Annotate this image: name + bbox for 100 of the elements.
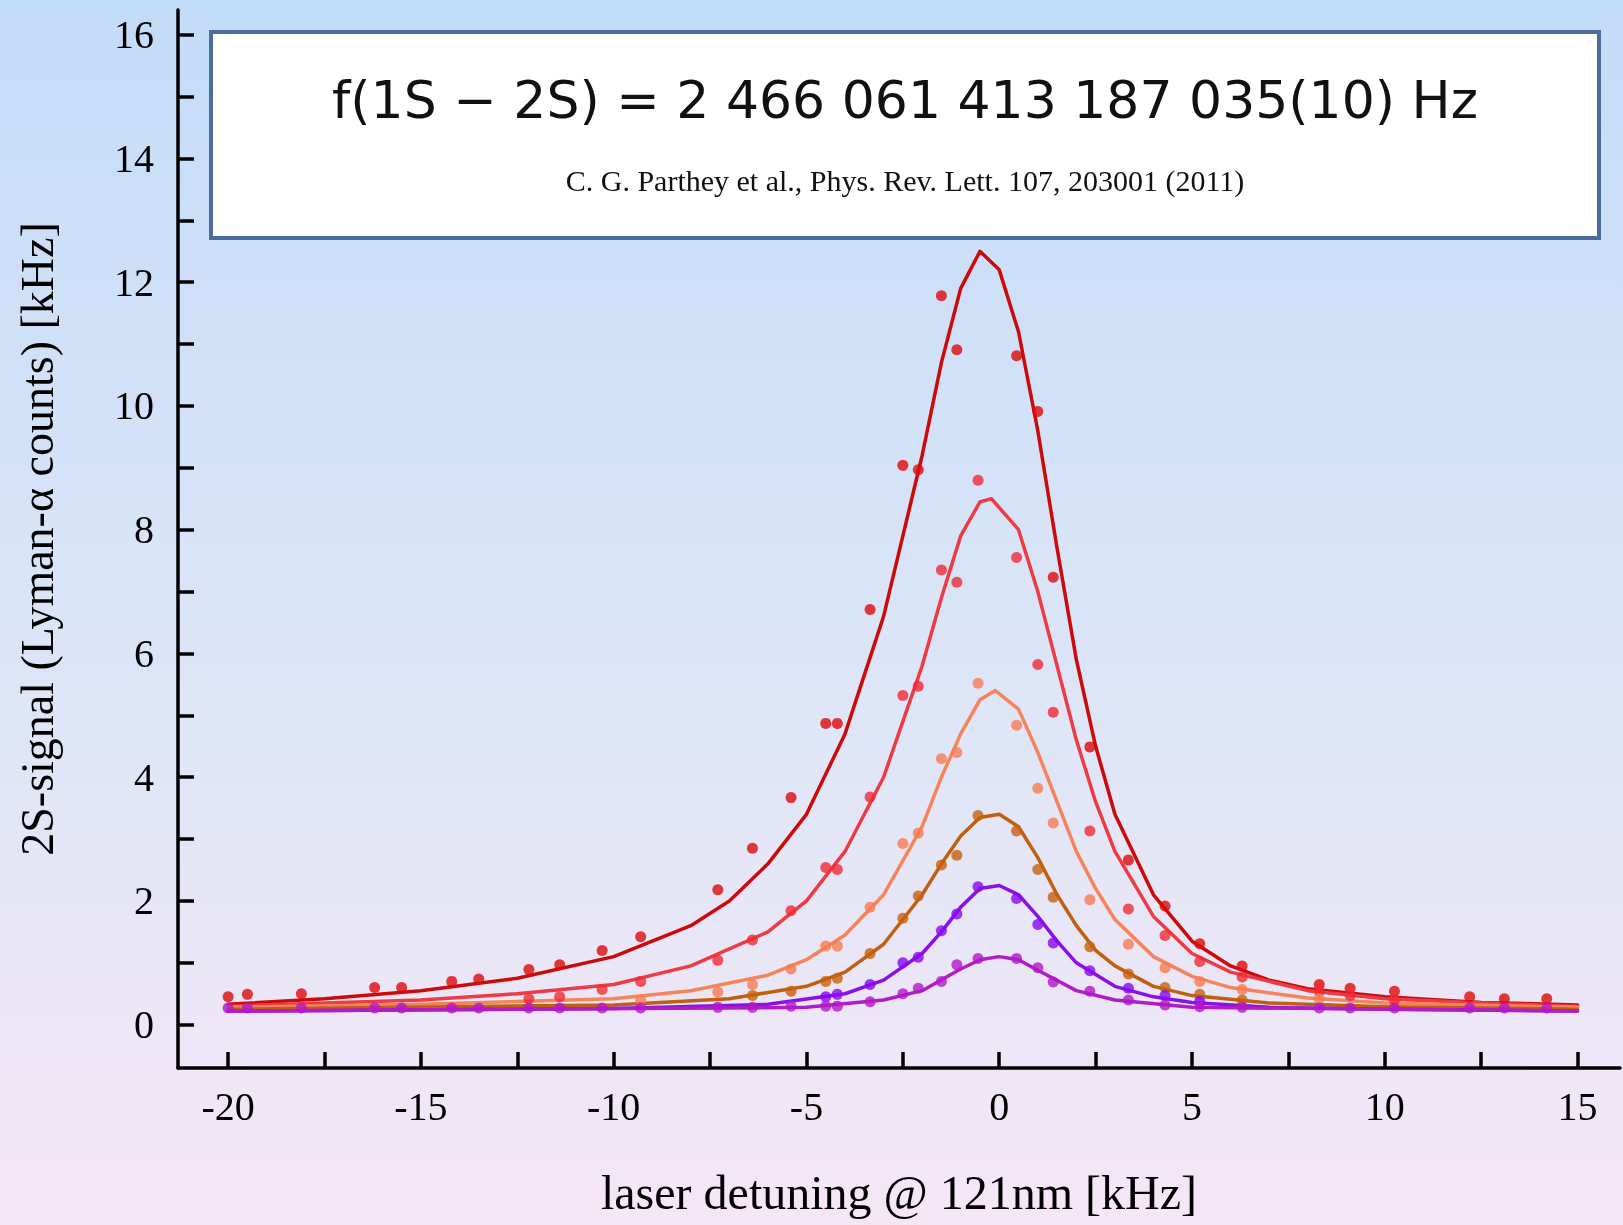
point xyxy=(1047,891,1059,903)
point xyxy=(596,944,608,956)
point xyxy=(831,940,843,952)
point xyxy=(1032,918,1044,930)
point xyxy=(554,959,566,971)
point xyxy=(1194,938,1206,950)
point xyxy=(864,791,876,803)
point xyxy=(935,925,947,937)
point xyxy=(897,957,909,969)
y-tick-label: 12 xyxy=(114,259,154,305)
point xyxy=(596,983,608,995)
point xyxy=(295,988,307,1000)
point xyxy=(1122,994,1134,1006)
y-tick-label: 10 xyxy=(114,383,154,429)
point xyxy=(523,1002,535,1014)
point xyxy=(1032,406,1044,418)
y-tick-label: 0 xyxy=(134,1002,154,1048)
point xyxy=(864,604,876,616)
y-tick-label: 2 xyxy=(134,878,154,924)
point xyxy=(912,464,924,476)
point xyxy=(912,890,924,902)
point xyxy=(935,753,947,765)
point xyxy=(1084,741,1096,753)
point xyxy=(951,344,963,356)
point xyxy=(785,905,797,917)
point xyxy=(523,993,535,1005)
point xyxy=(897,912,909,924)
point xyxy=(831,863,843,875)
point xyxy=(1194,975,1206,987)
point xyxy=(831,988,843,1000)
point xyxy=(935,564,947,576)
point xyxy=(1159,990,1171,1002)
point xyxy=(831,972,843,984)
point xyxy=(635,975,647,987)
point xyxy=(747,990,758,1002)
point xyxy=(747,978,758,990)
x-tick-label: 15 xyxy=(1557,1083,1598,1129)
point xyxy=(972,474,984,486)
x-tick-label: 10 xyxy=(1364,1083,1405,1129)
point xyxy=(785,985,797,997)
point xyxy=(1084,941,1096,953)
point xyxy=(831,1000,843,1012)
point xyxy=(241,988,253,1000)
point xyxy=(1388,1002,1400,1014)
point xyxy=(951,746,963,758)
point xyxy=(820,862,832,874)
point xyxy=(712,1001,724,1013)
point xyxy=(295,1002,307,1014)
point xyxy=(820,717,832,729)
x-tick-label: 5 xyxy=(1182,1083,1203,1129)
point xyxy=(785,792,797,804)
point xyxy=(473,973,485,985)
point xyxy=(1011,350,1023,362)
point xyxy=(712,884,724,896)
point xyxy=(747,1001,758,1013)
point xyxy=(831,717,843,729)
y-tick-label: 16 xyxy=(114,12,154,58)
point xyxy=(596,1002,608,1014)
point xyxy=(785,963,797,975)
point xyxy=(1498,993,1510,1005)
point xyxy=(912,982,924,994)
point xyxy=(635,931,647,943)
point xyxy=(1159,999,1171,1011)
point xyxy=(820,940,832,952)
point xyxy=(241,1002,253,1014)
point xyxy=(1236,983,1248,995)
point xyxy=(1047,976,1059,988)
y-tick-label: 6 xyxy=(134,630,154,676)
point xyxy=(1159,962,1171,974)
point xyxy=(747,842,758,854)
point xyxy=(396,1002,408,1014)
point xyxy=(951,576,963,588)
point xyxy=(1236,1001,1248,1013)
point xyxy=(1032,782,1044,794)
point xyxy=(1011,552,1023,564)
point xyxy=(1032,863,1044,875)
point xyxy=(864,901,876,913)
point xyxy=(222,991,234,1003)
point xyxy=(446,1002,458,1014)
point xyxy=(635,1002,647,1014)
point xyxy=(1344,1002,1356,1014)
x-tick-label: -10 xyxy=(587,1083,641,1129)
point xyxy=(972,810,984,822)
point xyxy=(523,964,535,976)
point xyxy=(897,988,909,1000)
point xyxy=(951,849,963,861)
point xyxy=(1464,991,1476,1003)
point xyxy=(1084,825,1096,837)
y-tick-label: 8 xyxy=(134,507,154,553)
point xyxy=(820,975,832,987)
point xyxy=(1047,817,1059,829)
point xyxy=(1032,659,1044,671)
point xyxy=(446,975,458,987)
point xyxy=(897,459,909,471)
point xyxy=(912,951,924,963)
point xyxy=(935,975,947,987)
point xyxy=(1122,982,1134,994)
point xyxy=(222,1002,234,1014)
point xyxy=(712,986,724,998)
point xyxy=(1344,990,1356,1002)
